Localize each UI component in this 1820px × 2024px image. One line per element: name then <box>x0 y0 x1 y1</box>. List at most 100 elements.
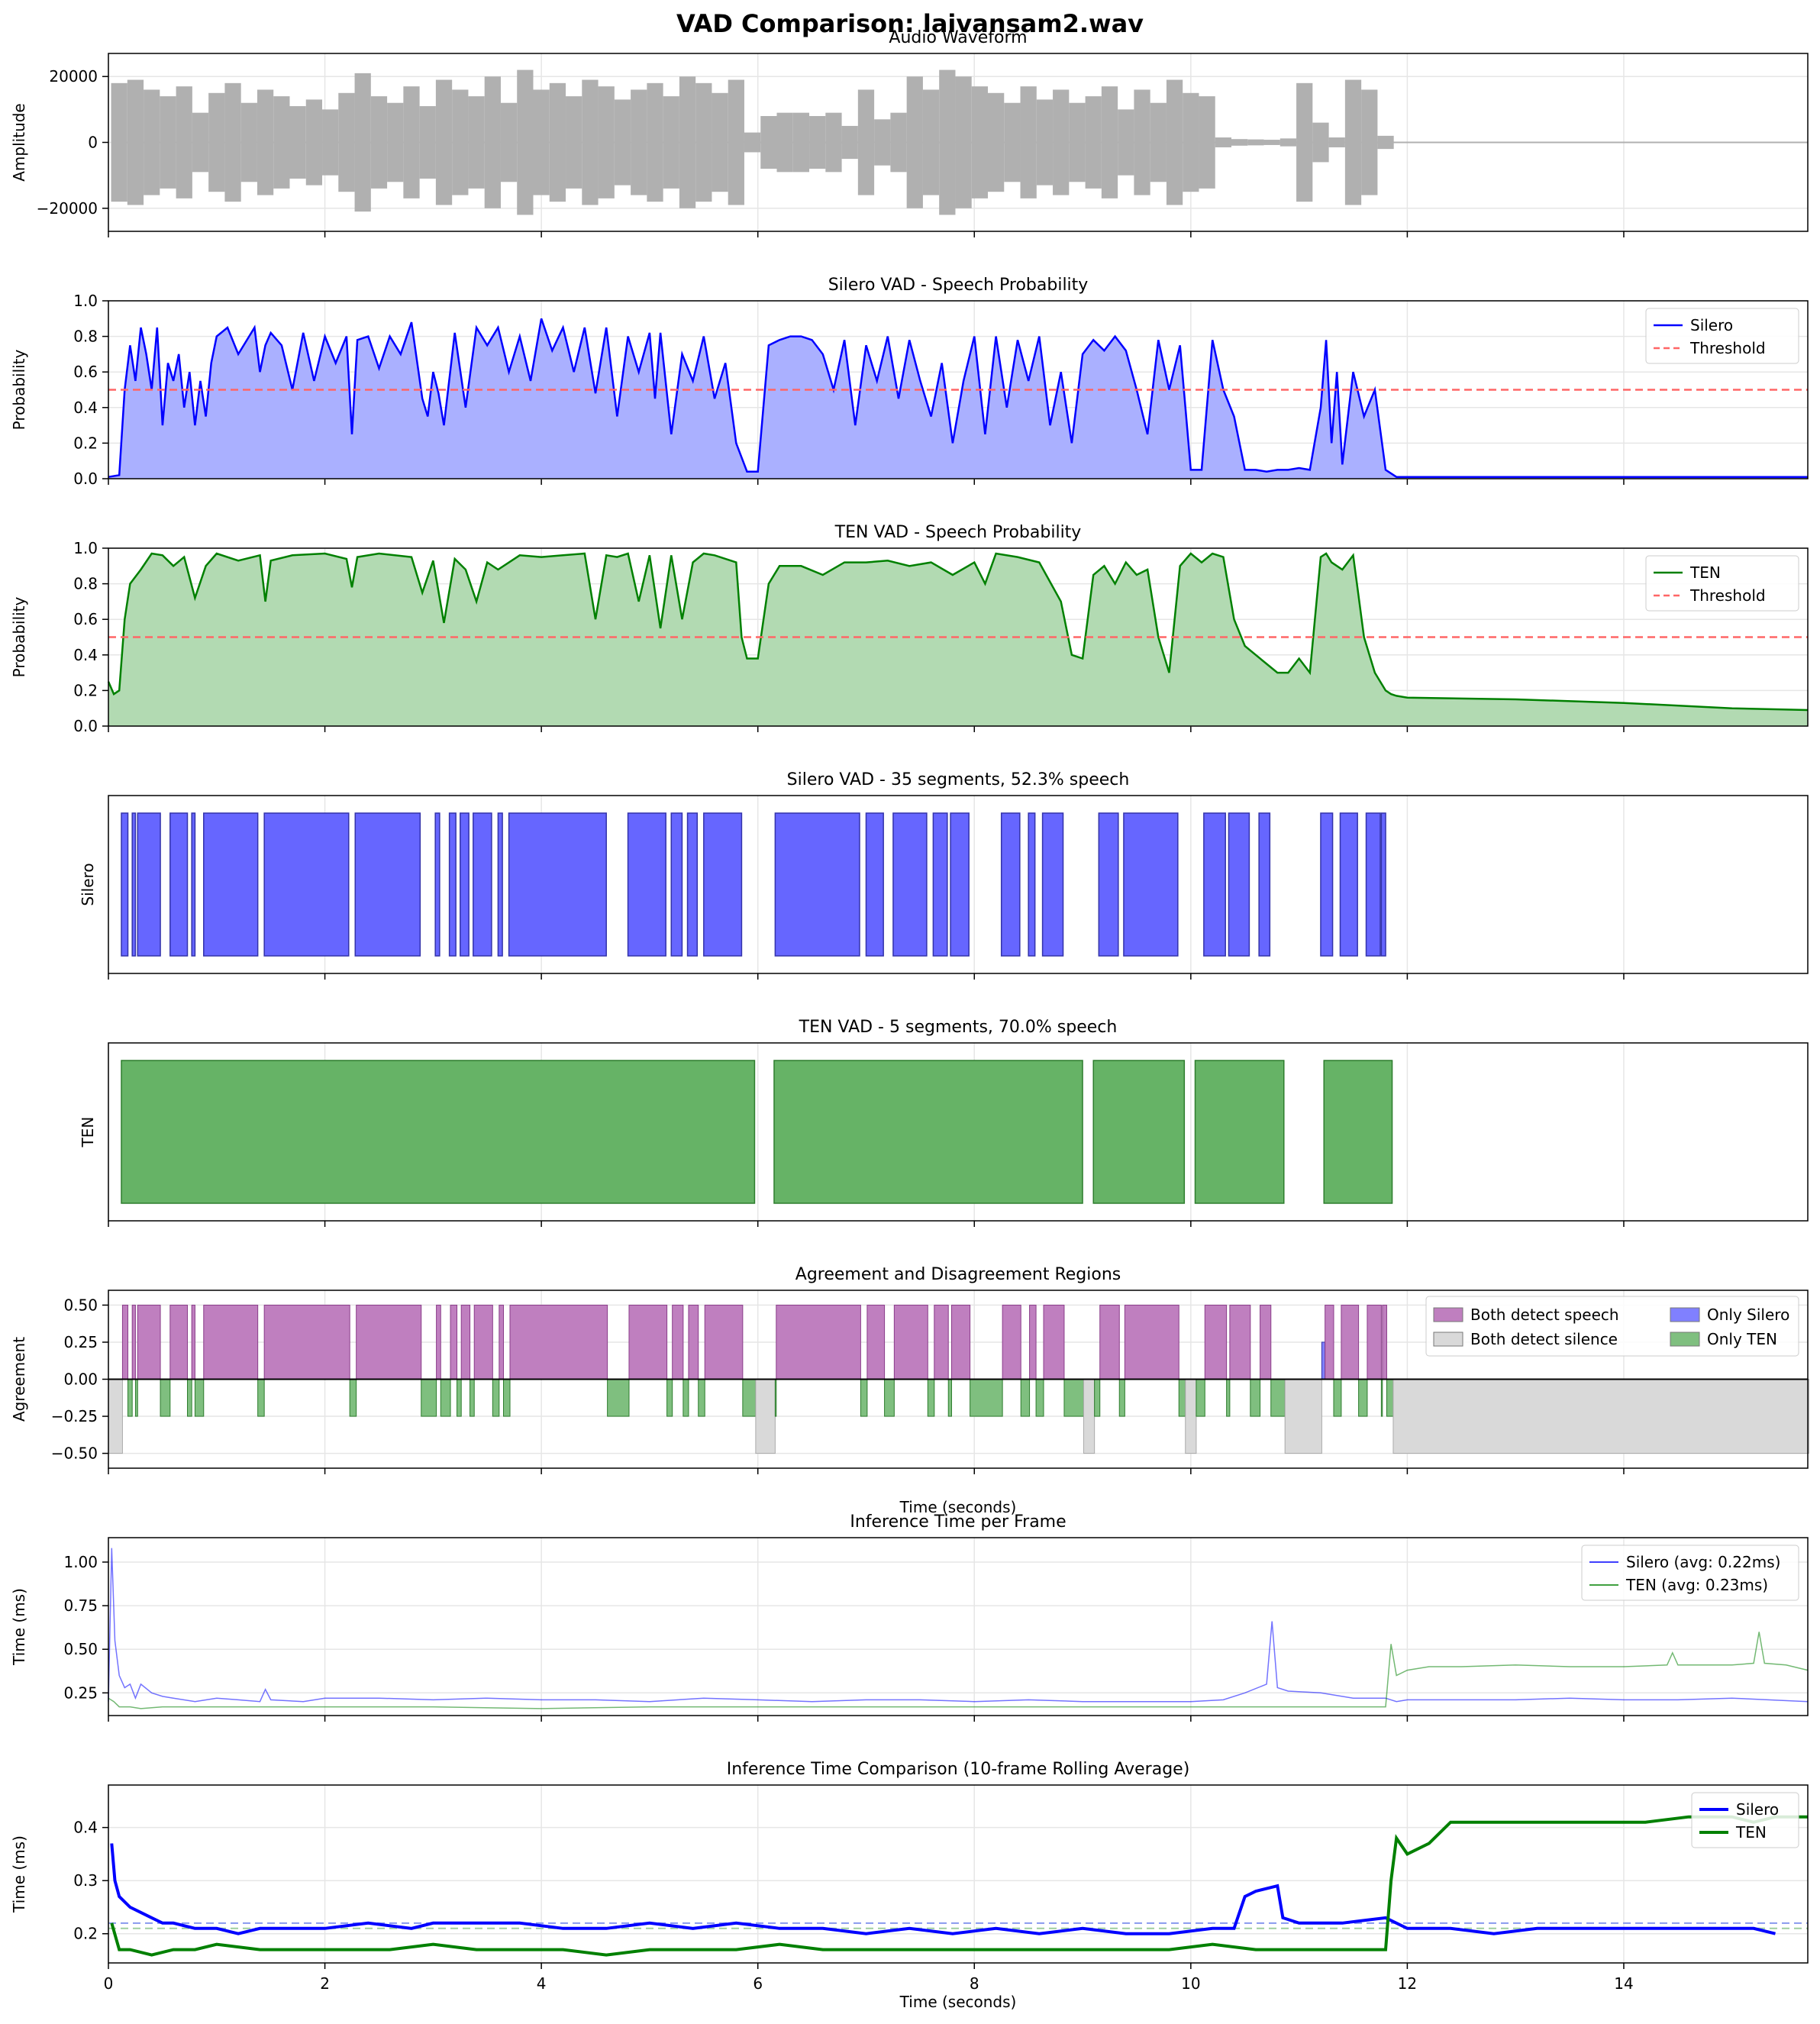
speech-segment <box>1123 812 1179 957</box>
only-ten-region <box>1250 1379 1261 1417</box>
legend-label: Threshold <box>1689 586 1766 605</box>
only-silero-region <box>1321 1341 1326 1380</box>
both-silence-region <box>1392 1379 1809 1454</box>
only-ten-region <box>682 1379 689 1417</box>
speech-segment <box>1228 812 1250 957</box>
speech-segment <box>773 1060 1083 1204</box>
legend-label: Silero <box>1690 316 1733 334</box>
only-ten-region <box>470 1379 475 1417</box>
speech-segment <box>203 812 259 957</box>
legend-label: Only TEN <box>1707 1330 1777 1348</box>
y-axis-label: Silero <box>79 863 97 905</box>
speech-segment <box>686 812 699 957</box>
only-ten-region <box>1226 1379 1231 1417</box>
speech-segment <box>1098 812 1119 957</box>
y-tick-label: 0.25 <box>63 1333 98 1351</box>
y-tick-label: 0.6 <box>73 610 98 628</box>
speech-segment <box>1194 1060 1285 1204</box>
speech-segment <box>950 812 970 957</box>
both-speech-region <box>1124 1304 1179 1380</box>
x-tick-label: 12 <box>1398 1974 1417 1993</box>
axes-frame <box>108 1537 1809 1716</box>
speech-segment <box>1323 1060 1393 1204</box>
panel-agreement: Agreement and Disagreement Regions −0.50 −… <box>10 1265 1809 1516</box>
y-tick-label: 0.4 <box>73 399 98 417</box>
speech-segment <box>1365 812 1381 957</box>
x-axis-label: Time (seconds) <box>899 1993 1017 2011</box>
y-tick-label: 0.2 <box>73 1925 98 1943</box>
only-ten-region <box>698 1379 705 1417</box>
y-tick-label: 20000 <box>49 67 98 86</box>
y-tick-label: 0.2 <box>73 681 98 699</box>
panel-silero_prob: Silero VAD - Speech Probability 0.0 0.2 0.4… <box>10 276 1809 488</box>
only-ten-region <box>666 1379 673 1417</box>
legend-label: Threshold <box>1689 339 1766 357</box>
speech-segment <box>169 812 189 957</box>
only-ten-region <box>1196 1379 1205 1417</box>
only-ten-region <box>1035 1379 1044 1417</box>
both-speech-region <box>263 1304 350 1380</box>
legend-label: TEN <box>1735 1823 1767 1842</box>
only-ten-region <box>194 1379 205 1417</box>
speech-segment <box>191 812 196 957</box>
both-speech-region <box>1043 1304 1065 1380</box>
x-tick-label: 14 <box>1614 1974 1633 1993</box>
both-speech-region <box>934 1304 949 1380</box>
panel-title: Inference Time Comparison (10-frame Roll… <box>727 1760 1190 1779</box>
both-speech-region <box>121 1304 129 1380</box>
panel-silero_segments: Silero VAD - 35 segments, 52.3% speech Si… <box>79 770 1809 980</box>
only-ten-region <box>160 1379 171 1417</box>
both-speech-region <box>1367 1304 1382 1380</box>
speech-segment <box>932 812 948 957</box>
figure-title: VAD Comparison: laivansam2.wav <box>676 9 1144 38</box>
both-speech-region <box>1382 1304 1387 1380</box>
silero-rolling-line <box>110 1843 1776 1935</box>
y-tick-label: 0.6 <box>73 363 98 381</box>
both-silence-region <box>755 1379 776 1454</box>
legend-swatch <box>1433 1332 1463 1347</box>
y-tick-label: 0.3 <box>73 1871 98 1890</box>
panel-waveform: Audio Waveform −20000 0 20000 Amplitude <box>10 28 1809 237</box>
axes-frame <box>108 53 1809 232</box>
speech-segment <box>508 812 607 957</box>
only-ten-region <box>927 1379 935 1417</box>
both-speech-region <box>628 1304 668 1380</box>
y-axis-label: TEN <box>79 1117 97 1148</box>
speech-segment <box>1258 812 1271 957</box>
legend-swatch <box>1670 1332 1700 1347</box>
both-speech-region <box>688 1304 699 1380</box>
both-speech-region <box>191 1304 195 1380</box>
legend-box <box>1645 308 1799 364</box>
speech-segment <box>263 812 350 957</box>
y-tick-label: 1.0 <box>73 292 98 310</box>
probability-line <box>107 552 1809 712</box>
speech-segment <box>131 812 137 957</box>
both-silence-region <box>1284 1379 1322 1454</box>
speech-segment <box>1041 812 1064 957</box>
only-ten-region <box>1333 1379 1342 1417</box>
only-ten-region <box>127 1379 133 1417</box>
speech-segment <box>497 812 503 957</box>
both-speech-region <box>169 1304 189 1380</box>
both-speech-region <box>893 1304 928 1380</box>
legend-box <box>1425 1296 1799 1357</box>
panel-title: Audio Waveform <box>889 28 1027 47</box>
only-ten-region <box>607 1379 630 1417</box>
speech-segment <box>1380 812 1386 957</box>
panel-title: Agreement and Disagreement Regions <box>795 1265 1121 1284</box>
legend-label: Silero <box>1736 1800 1779 1819</box>
only-ten-region <box>503 1379 511 1417</box>
only-ten-region <box>970 1379 1003 1417</box>
y-tick-label: 0.4 <box>73 646 98 664</box>
both-silence-region <box>1185 1379 1197 1454</box>
speech-segment <box>1028 812 1036 957</box>
speech-segment <box>1000 812 1021 957</box>
y-tick-label: 0.0 <box>73 717 98 735</box>
both-speech-region <box>356 1304 422 1380</box>
legend-label: Both detect speech <box>1470 1306 1619 1324</box>
both-speech-region <box>1002 1304 1021 1380</box>
panel-inference_time: Inference Time per Frame 0.25 0.50 0.75 1.00… <box>10 1512 1809 1722</box>
y-axis-label: Amplitude <box>10 103 28 182</box>
only-ten-region <box>349 1379 357 1417</box>
speech-segment <box>434 812 440 957</box>
